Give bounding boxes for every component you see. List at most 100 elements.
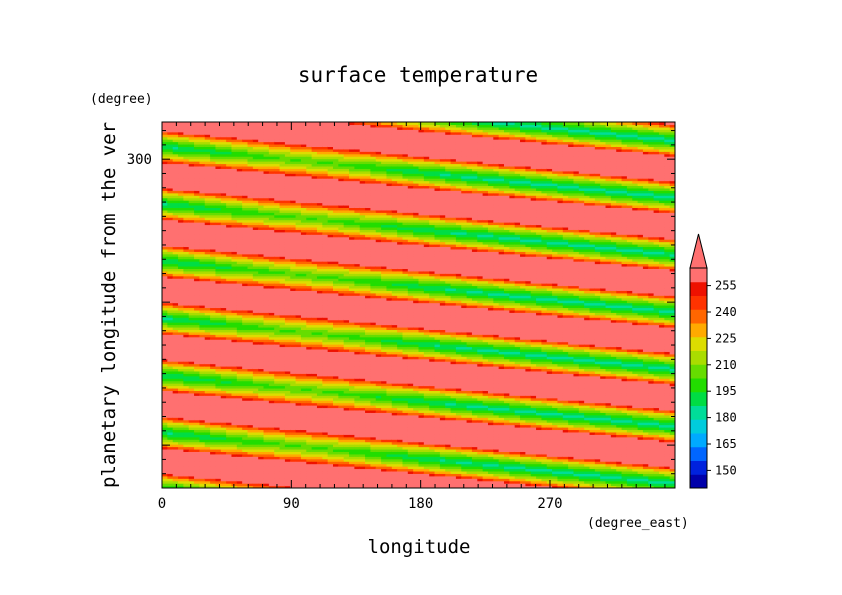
heatmap-cell	[162, 126, 168, 130]
heatmap-cell	[172, 483, 179, 487]
heatmap-cell	[236, 402, 243, 406]
heatmap-cell	[204, 361, 211, 365]
heatmap-cell	[258, 126, 265, 130]
heatmap-cell	[167, 419, 174, 423]
heatmap-cell	[311, 368, 318, 372]
heatmap-cell	[162, 348, 168, 352]
heatmap-cell	[194, 395, 200, 399]
heatmap-cell	[327, 236, 334, 240]
heatmap-cell	[199, 248, 206, 252]
heatmap-cell	[284, 409, 291, 413]
heatmap-cell	[300, 297, 307, 301]
heatmap-cell	[268, 402, 275, 406]
heatmap-cell	[167, 239, 174, 243]
heatmap-cell	[268, 224, 275, 228]
heatmap-cell	[188, 419, 195, 423]
heatmap-cell	[162, 397, 168, 401]
heatmap-cell	[194, 192, 200, 196]
heatmap-cell	[194, 405, 200, 409]
heatmap-cell	[295, 463, 302, 467]
heatmap-cell	[258, 434, 265, 438]
heatmap-cell	[300, 361, 307, 365]
heatmap-cell	[162, 253, 168, 257]
heatmap-cell	[316, 253, 323, 257]
heatmap-cell	[194, 392, 200, 396]
heatmap-cell	[311, 385, 318, 389]
heatmap-cell	[247, 173, 254, 177]
heatmap-cell	[215, 224, 222, 228]
heatmap-cell	[300, 258, 307, 262]
heatmap-cell	[258, 336, 265, 340]
heatmap-cell	[268, 463, 275, 467]
heatmap-cell	[258, 341, 265, 345]
heatmap-cell	[172, 280, 179, 284]
heatmap-cell	[167, 351, 174, 355]
heatmap-cell	[172, 353, 179, 357]
heatmap-cell	[215, 373, 222, 377]
heatmap-cell	[295, 409, 302, 413]
heatmap-cell	[333, 134, 339, 138]
heatmap-cell	[194, 195, 200, 199]
heatmap-cell	[194, 466, 200, 470]
heatmap-cell	[231, 458, 238, 462]
heatmap-cell	[242, 283, 249, 287]
heatmap-cell	[167, 480, 174, 484]
heatmap-cell	[215, 329, 222, 333]
heatmap-cell	[178, 285, 184, 289]
heatmap-cell	[188, 383, 195, 387]
heatmap-cell	[327, 387, 334, 391]
heatmap-cell	[178, 358, 184, 362]
heatmap-cell	[162, 344, 168, 348]
heatmap-cell	[162, 146, 168, 150]
heatmap-cell	[268, 192, 275, 196]
heatmap-cell	[311, 348, 318, 352]
heatmap-cell	[322, 256, 329, 260]
heatmap-cell	[210, 156, 217, 160]
heatmap-cell	[306, 419, 313, 423]
heatmap-cell	[279, 456, 286, 460]
heatmap-cell	[311, 287, 318, 291]
heatmap-cell	[194, 385, 200, 389]
heatmap-cell	[284, 453, 291, 457]
heatmap-cell	[300, 141, 307, 145]
heatmap-cell	[167, 483, 174, 487]
heatmap-cell	[252, 441, 259, 445]
heatmap-cell	[263, 336, 270, 340]
heatmap-cell	[220, 344, 227, 348]
heatmap-cell	[231, 436, 238, 440]
heatmap-cell	[258, 400, 265, 404]
heatmap-cell	[333, 185, 339, 189]
heatmap-cell	[311, 453, 318, 457]
heatmap-cell	[183, 200, 190, 204]
heatmap-cell	[215, 407, 222, 411]
heatmap-cell	[220, 451, 227, 455]
heatmap-cell	[204, 466, 211, 470]
heatmap-cell	[167, 275, 174, 279]
heatmap-cell	[226, 148, 233, 152]
heatmap-cell	[194, 317, 200, 321]
heatmap-cell	[220, 473, 227, 477]
heatmap-cell	[172, 312, 179, 316]
heatmap-cell	[236, 485, 243, 488]
heatmap-cell	[183, 463, 190, 467]
heatmap-cell	[215, 378, 222, 382]
heatmap-cell	[316, 463, 323, 467]
heatmap-cell	[226, 261, 233, 265]
heatmap-cell	[258, 283, 265, 287]
heatmap-cell	[204, 239, 211, 243]
heatmap-cell	[220, 209, 227, 213]
heatmap-cell	[172, 448, 179, 452]
heatmap-cell	[284, 161, 291, 165]
heatmap-cell	[316, 156, 323, 160]
heatmap-cell	[284, 305, 291, 309]
heatmap-cell	[236, 407, 243, 411]
heatmap-cell	[172, 175, 179, 179]
heatmap-cell	[231, 427, 238, 431]
heatmap-cell	[188, 307, 195, 311]
heatmap-cell	[178, 300, 184, 304]
heatmap-cell	[242, 209, 249, 213]
heatmap-cell	[306, 361, 313, 365]
heatmap-cell	[338, 417, 345, 421]
heatmap-cell	[215, 285, 222, 289]
